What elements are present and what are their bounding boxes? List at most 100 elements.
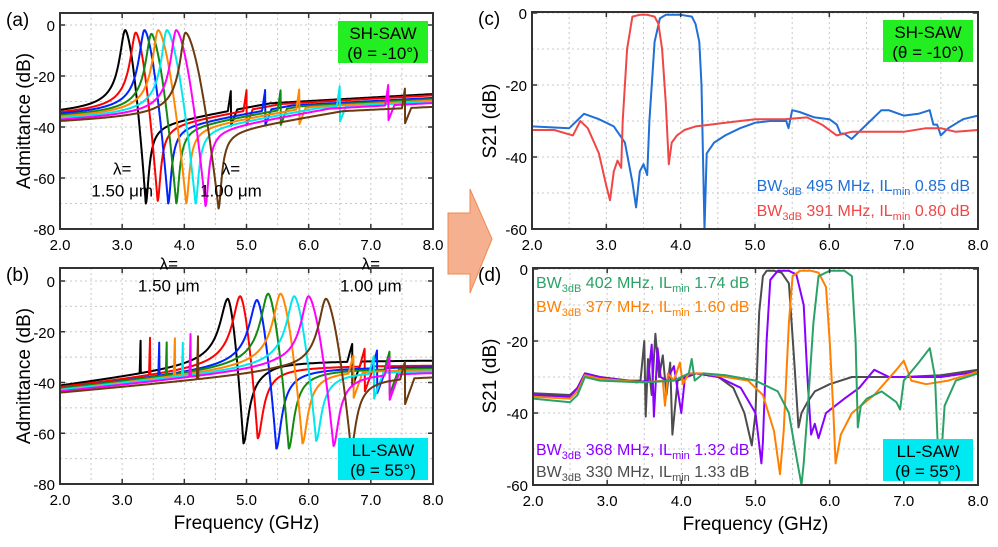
badge-mode: SH-SAW <box>349 24 416 43</box>
series-line-3 <box>60 29 433 205</box>
annotation-value: 1.50 μm <box>138 277 200 296</box>
legend-sub1: 3dB <box>562 307 582 319</box>
y-axis-label: Admittance (dB) <box>14 308 35 444</box>
legend-sub2: min <box>672 283 690 295</box>
badge-mode: SH-SAW <box>894 23 961 42</box>
x-tick-label: 8.0 <box>423 492 444 509</box>
legend-sub1: 3dB <box>562 472 582 484</box>
y-tick-label: 0 <box>519 6 527 23</box>
y-axis-label: S21 (dB) <box>480 339 501 414</box>
plot-area <box>532 13 978 229</box>
legend-mid: 377 MHz, IL <box>581 299 672 316</box>
plot-area <box>533 269 978 485</box>
x-tick-label: 8.0 <box>968 237 989 254</box>
series-line-6 <box>60 295 433 442</box>
legend-suffix: 1.74 dB <box>690 275 750 292</box>
annotation-lambda: λ= <box>113 159 132 178</box>
badge-background <box>883 20 973 62</box>
series-line-2 <box>533 269 978 465</box>
legend-mid: 495 MHz, IL <box>802 178 893 195</box>
transition-arrow <box>447 188 493 294</box>
legend-prefix: BW <box>536 275 563 292</box>
bandwidth-legend-entry: BW3dB 330 MHz, ILmin 1.33 dB <box>536 464 749 484</box>
badge-angle: (θ = 55°) <box>895 462 961 481</box>
legend-mid: 330 MHz, IL <box>581 464 672 481</box>
x-tick-label: 3.0 <box>596 237 617 254</box>
x-tick-label: 5.0 <box>236 492 257 509</box>
bandwidth-legend-entry: BW3dB 368 MHz, ILmin 1.32 dB <box>536 442 749 462</box>
wavelength-annotation: λ= 1.50 μm <box>91 159 153 200</box>
series-line-2 <box>60 295 433 440</box>
series-line-4 <box>60 32 433 205</box>
series-line-8 <box>60 31 433 210</box>
y-tick-label: -40 <box>506 406 528 423</box>
series-line-1 <box>532 13 978 229</box>
x-tick-label: 3.0 <box>597 493 618 510</box>
series-line-2 <box>532 13 978 202</box>
badge-angle: (θ = -10°) <box>892 43 964 62</box>
x-tick-label: 7.0 <box>893 493 914 510</box>
y-tick-label: -40 <box>33 120 55 137</box>
legend-sub2: min <box>672 307 690 319</box>
x-tick-label: 6.0 <box>819 237 840 254</box>
badge-angle: (θ = -10°) <box>347 44 419 63</box>
legend-sub1: 3dB <box>562 450 582 462</box>
x-axis-label: Frequency (GHz) <box>683 514 829 535</box>
plot-area <box>60 29 433 210</box>
panel-label: (b) <box>6 265 29 286</box>
legend-sub2: min <box>893 211 911 223</box>
y-tick-label: -20 <box>33 69 55 86</box>
x-tick-label: 5.0 <box>236 237 257 254</box>
legend-mid: 402 MHz, IL <box>581 275 672 292</box>
legend-suffix: 0.80 dB <box>910 203 970 220</box>
y-tick-label: -60 <box>505 222 527 239</box>
x-tick-label: 4.0 <box>174 492 195 509</box>
mode-badge: SH-SAW(θ = -10°) <box>883 20 973 62</box>
panel-a: 2.0 3.0 4.0 5.0 6.0 7.0 8.0 0 -20 -40 -60 -80 (a) Adm… <box>6 10 443 254</box>
y-axis-label: S21 (dB) <box>480 84 501 159</box>
mode-badge: SH-SAW(θ = -10°) <box>338 21 428 63</box>
badge-background <box>338 21 428 63</box>
x-tick-label: 2.0 <box>522 237 543 254</box>
legend-prefix: BW <box>536 299 563 316</box>
wavelength-annotation: λ= 1.00 μm <box>200 159 262 200</box>
series-line-5 <box>60 29 433 205</box>
series-line-3 <box>533 269 978 476</box>
bandwidth-legend-entry: BW3dB 495 MHz, ILmin 0.85 dB <box>757 178 970 198</box>
legend-suffix: 1.32 dB <box>690 442 750 459</box>
y-tick-label: -80 <box>33 222 55 239</box>
wavelength-annotation: λ= 1.00 μm <box>340 255 402 296</box>
legend-sub2: min <box>893 186 911 198</box>
legend-sub2: min <box>672 472 690 484</box>
annotation-value: 1.00 μm <box>340 277 402 296</box>
x-tick-label: 3.0 <box>112 237 133 254</box>
x-tick-label: 7.0 <box>360 237 381 254</box>
y-axis-label: Admittance (dB) <box>14 53 35 189</box>
y-tick-label: 0 <box>47 18 55 35</box>
x-axis-label: Frequency (GHz) <box>174 513 320 534</box>
bandwidth-legend-entry: BW3dB 391 MHz, ILmin 0.80 dB <box>757 203 970 223</box>
plot-area <box>60 292 433 450</box>
y-tick-label: -20 <box>505 78 527 95</box>
mode-badge: LL-SAW(θ = 55°) <box>883 439 973 481</box>
y-tick-label: -20 <box>506 334 528 351</box>
legend-suffix: 1.33 dB <box>690 464 750 481</box>
annotation-lambda: λ= <box>222 159 241 178</box>
legend-mid: 391 MHz, IL <box>802 203 893 220</box>
legend-sub1: 3dB <box>562 283 582 295</box>
y-tick-label: -20 <box>33 325 55 342</box>
x-tick-label: 8.0 <box>968 493 989 510</box>
annotation-lambda: λ= <box>160 255 179 274</box>
series-line-1 <box>533 269 978 447</box>
series-line-7 <box>60 295 433 447</box>
x-tick-label: 2.0 <box>523 493 544 510</box>
panel-label: (c) <box>478 9 500 30</box>
series-line-2 <box>60 31 433 202</box>
badge-background <box>883 439 973 481</box>
series-line-8 <box>60 297 433 450</box>
y-tick-label: -60 <box>506 478 528 495</box>
legend-suffix: 1.60 dB <box>690 299 750 316</box>
badge-mode: LL-SAW <box>897 442 960 461</box>
legend-suffix: 0.85 dB <box>910 178 970 195</box>
